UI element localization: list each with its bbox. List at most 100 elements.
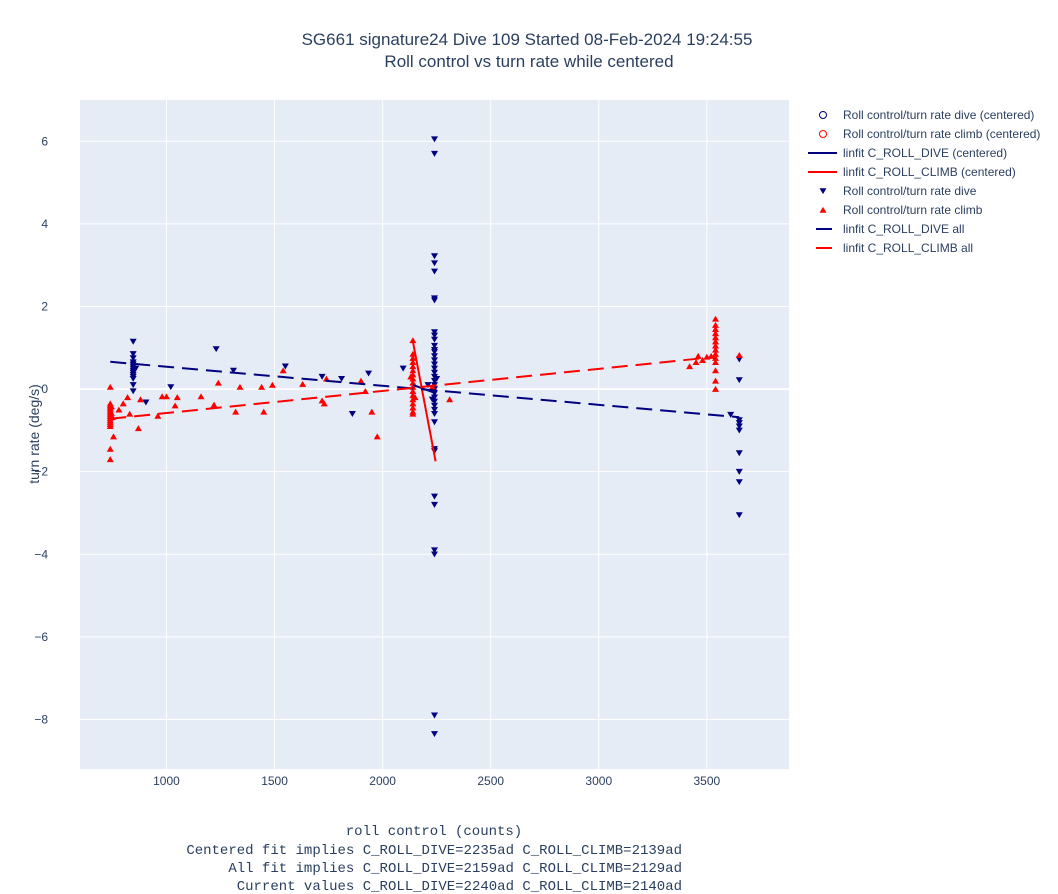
climb-point	[409, 379, 417, 386]
legend-item[interactable]: Roll control/turn rate dive (centered)	[819, 108, 1035, 122]
footer-line-3: Current values C_ROLL_DIVE=2240ad C_ROLL…	[237, 879, 682, 894]
dive-point	[735, 356, 743, 363]
dive-point	[431, 332, 438, 339]
dive-point	[431, 411, 438, 418]
climb-point	[162, 393, 170, 400]
climb-point	[124, 394, 132, 401]
dive-point	[129, 382, 137, 389]
climb-point	[712, 334, 720, 341]
dive-point	[727, 411, 735, 418]
climb-point	[694, 352, 702, 359]
dive-point	[431, 329, 438, 336]
dive-point	[431, 712, 438, 719]
legend-item[interactable]: Roll control/turn rate climb	[819, 203, 983, 217]
dive-point	[229, 367, 237, 374]
dive-point	[431, 402, 438, 409]
climb-point	[107, 409, 115, 416]
climb-point	[712, 338, 720, 345]
dive-point	[431, 260, 438, 267]
legend-item[interactable]: Roll control/turn rate climb (centered)	[819, 127, 1041, 141]
climb-point	[171, 402, 179, 409]
climb-point	[126, 410, 134, 417]
y-tick-label: −6	[34, 630, 48, 644]
legend[interactable]: Roll control/turn rate dive (centered) Ro…	[808, 108, 1040, 255]
dive-point	[431, 297, 438, 304]
legend-label: linfit C_ROLL_DIVE all	[843, 222, 964, 236]
dive-point	[365, 370, 373, 377]
dive-point	[399, 365, 407, 372]
climb-point	[373, 433, 381, 440]
x-tick-label: 3500	[694, 774, 721, 788]
dive-point	[431, 150, 438, 157]
y-tick-label: −8	[34, 712, 48, 726]
climb-point	[409, 410, 417, 417]
dive-point	[735, 420, 743, 427]
climb-point	[712, 326, 720, 332]
dive-point	[431, 342, 438, 349]
dive-point	[431, 353, 438, 360]
dive-point	[735, 512, 743, 519]
climb-point	[686, 363, 694, 370]
climb-point	[260, 408, 268, 415]
dive-point	[142, 399, 150, 406]
climb-point	[214, 379, 222, 386]
climb-point	[210, 401, 218, 408]
climb-point	[154, 412, 162, 419]
climb-point	[115, 406, 123, 413]
dive-point	[338, 375, 346, 382]
dive-point	[424, 382, 432, 389]
climb-point	[712, 359, 720, 366]
legend-item[interactable]: linfit C_ROLL_CLIMB (centered)	[808, 165, 1016, 179]
legend-label: linfit C_ROLL_CLIMB all	[843, 241, 973, 255]
legend-label: linfit C_ROLL_DIVE (centered)	[843, 146, 1007, 160]
y-tick-label: −4	[34, 547, 48, 561]
dive-point	[129, 351, 137, 358]
climb-point	[712, 367, 720, 374]
dive-point	[281, 363, 289, 370]
legend-item[interactable]: linfit C_ROLL_DIVE all	[808, 222, 964, 236]
dive-point	[431, 336, 438, 343]
legend-label: Roll control/turn rate climb (centered)	[843, 127, 1040, 141]
dive-point	[735, 423, 743, 430]
climb-point	[368, 408, 376, 415]
dive-point	[431, 361, 438, 368]
climb-point	[106, 445, 114, 452]
legend-item[interactable]: linfit C_ROLL_DIVE (centered)	[808, 146, 1007, 160]
climb-point	[409, 354, 417, 361]
dive-point	[129, 338, 137, 345]
climb-point	[357, 377, 365, 384]
grid-lines	[80, 100, 789, 769]
dive-point	[431, 419, 438, 426]
footer-line-2: All fit implies C_ROLL_DIVE=2159ad C_ROL…	[228, 861, 682, 877]
dive-point	[431, 547, 438, 554]
x-tick-label: 2000	[369, 774, 396, 788]
y-axis-label: turn rate (deg/s)	[26, 384, 42, 484]
dive-point	[433, 375, 441, 382]
y-tick-label: 2	[41, 299, 48, 313]
climb-point	[712, 346, 720, 353]
climb-point	[409, 367, 417, 374]
y-tick-label: 6	[41, 134, 48, 148]
dive-point	[431, 357, 438, 364]
x-tick-label: 3000	[585, 774, 612, 788]
y-tick-label: 4	[41, 217, 48, 231]
x-tick-label: 1000	[153, 774, 180, 788]
climb-point	[712, 330, 720, 337]
dive-point	[431, 369, 438, 376]
legend-label: Roll control/turn rate dive	[843, 184, 977, 198]
dive-point	[431, 349, 438, 356]
climb-point	[712, 350, 720, 357]
data-series	[106, 136, 743, 738]
legend-item[interactable]: Roll control/turn rate dive	[819, 184, 977, 198]
x-tick-label: 1500	[261, 774, 288, 788]
legend-label: Roll control/turn rate dive (centered)	[843, 108, 1034, 122]
legend-symbol	[819, 206, 827, 213]
fit-line-centered	[411, 341, 437, 462]
fit-line-all	[110, 355, 716, 420]
legend-item[interactable]: linfit C_ROLL_CLIMB all	[808, 241, 973, 255]
climb-point	[712, 377, 720, 384]
climb-point	[409, 404, 417, 411]
climb-point	[137, 396, 145, 403]
x-tick-label: 2500	[477, 774, 504, 788]
